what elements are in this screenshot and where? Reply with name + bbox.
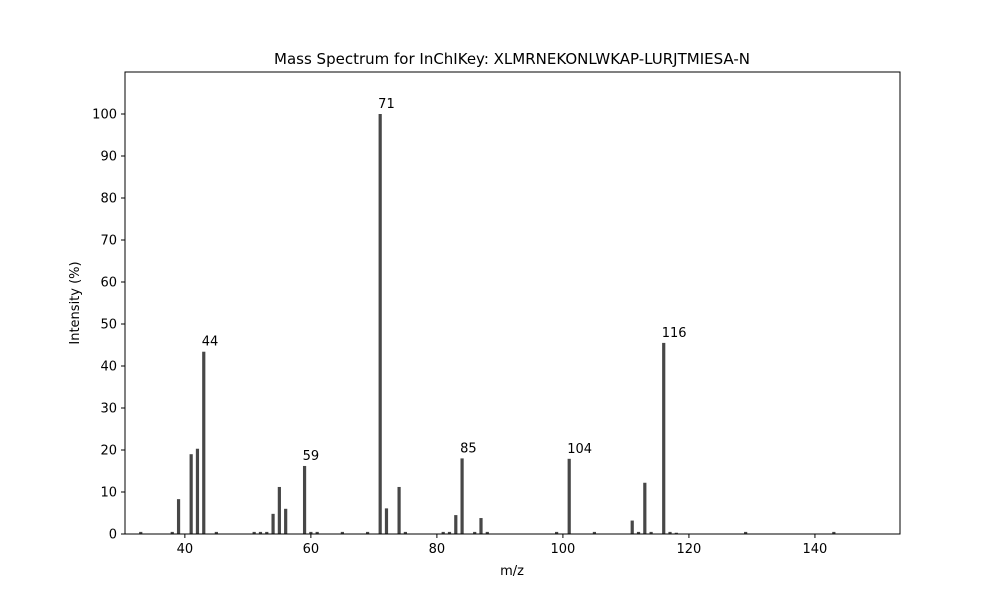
spectrum-bar xyxy=(284,508,288,534)
peak-label: 59 xyxy=(303,449,320,464)
spectrum-bar xyxy=(302,465,307,534)
y-tick-label: 50 xyxy=(100,318,117,333)
spectrum-bar xyxy=(340,531,344,534)
x-tick-label: 100 xyxy=(550,542,575,557)
y-tick-label: 90 xyxy=(100,150,117,165)
spectrum-bar xyxy=(460,458,464,534)
spectrum-bar xyxy=(649,531,653,534)
y-tick-label: 100 xyxy=(92,108,117,123)
peak-label: 71 xyxy=(378,97,395,112)
y-tick-label: 10 xyxy=(100,486,117,501)
spectrum-bar xyxy=(271,513,275,534)
spectrum-bar xyxy=(674,532,678,534)
spectrum-bar xyxy=(403,531,407,534)
spectrum-bar xyxy=(473,531,477,534)
plot-frame xyxy=(124,71,901,535)
spectrum-bar xyxy=(636,531,641,534)
peak-label: 85 xyxy=(460,441,477,456)
y-tick-label: 60 xyxy=(100,276,117,291)
spectrum-bar xyxy=(384,508,389,534)
spectrum-bar xyxy=(447,531,452,534)
spectrum-bar xyxy=(277,486,281,534)
y-axis-label: Intensity (%) xyxy=(68,261,83,344)
spectrum-bar xyxy=(441,531,445,534)
y-tick-label: 20 xyxy=(100,444,117,459)
spectrum-bar xyxy=(315,531,319,534)
x-tick-label: 80 xyxy=(429,542,446,557)
spectrum-bar xyxy=(668,531,672,534)
spectrum-bar xyxy=(265,531,269,534)
spectrum-bar xyxy=(309,531,313,534)
y-tick-label: 40 xyxy=(100,360,117,375)
spectrum-bar xyxy=(139,531,143,534)
x-axis: 40 60 80 100 120 140 xyxy=(177,534,828,557)
y-tick-label: 30 xyxy=(100,402,117,417)
peak-label: 104 xyxy=(567,442,592,457)
spectrum-bar xyxy=(454,515,458,534)
spectrum-bar xyxy=(378,114,382,534)
peak-label: 116 xyxy=(662,326,687,341)
y-tick-label: 70 xyxy=(100,234,117,249)
spectrum-bar xyxy=(630,520,634,534)
spectrum-bar xyxy=(258,531,263,534)
x-tick-label: 140 xyxy=(803,542,828,557)
spectrum-bar xyxy=(252,531,256,534)
spectrum-bar xyxy=(397,486,401,534)
spectrum-bar xyxy=(170,531,174,534)
y-tick-label: 80 xyxy=(100,192,117,207)
spectrum-bar xyxy=(744,531,748,534)
x-tick-label: 120 xyxy=(677,542,702,557)
spectrum-bar xyxy=(214,531,218,534)
spectrum-bar xyxy=(365,531,370,534)
x-tick-label: 40 xyxy=(177,542,194,557)
chart-title: Mass Spectrum for InChIKey: XLMRNEKONLWK… xyxy=(274,50,750,68)
x-axis-label: m/z xyxy=(500,564,524,579)
spectrum-bar xyxy=(592,531,597,534)
y-tick-label: 0 xyxy=(109,528,117,543)
plot-area: 44 59 71 85 104 116 xyxy=(139,97,836,534)
spectrum-bar xyxy=(832,531,836,534)
spectrum-bar xyxy=(662,342,666,534)
spectrum-bar xyxy=(643,482,647,534)
spectrum-bar xyxy=(189,454,193,534)
x-tick-label: 60 xyxy=(303,542,320,557)
spectrum-bar xyxy=(567,458,571,534)
spectrum-bar xyxy=(202,351,206,534)
spectrum-bar xyxy=(195,448,200,534)
spectrum-bar xyxy=(485,531,489,534)
spectrum-bar xyxy=(479,518,483,534)
y-axis: 0 10 20 30 40 50 60 70 80 90 100 xyxy=(92,108,125,543)
spectrum-bar xyxy=(555,531,559,534)
spectrum-bar xyxy=(176,499,181,534)
peak-label: 44 xyxy=(202,335,219,350)
